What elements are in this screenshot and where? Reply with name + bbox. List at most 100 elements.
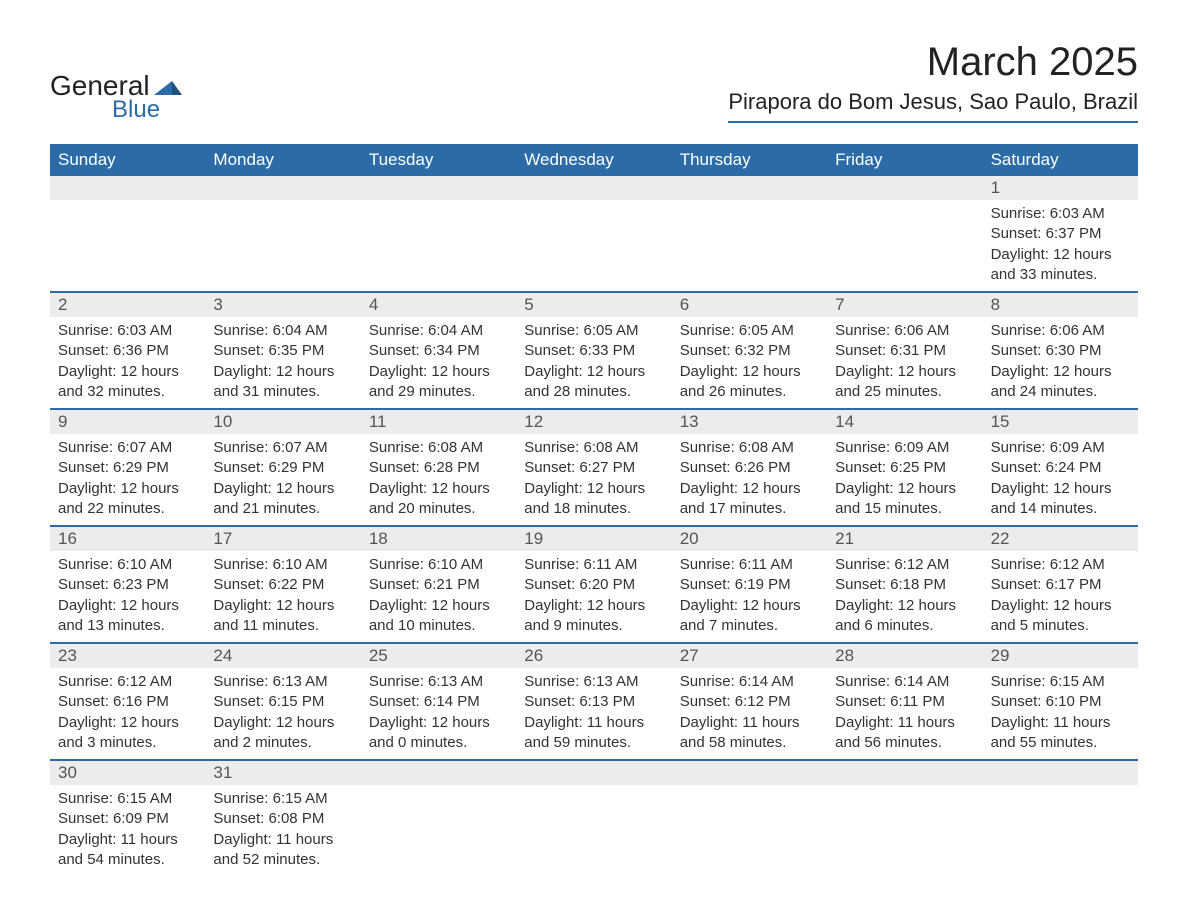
day-body: Sunrise: 6:15 AMSunset: 6:08 PMDaylight:… xyxy=(205,785,360,876)
day-number: 8 xyxy=(983,293,1138,317)
day-daylight2: and 31 minutes. xyxy=(213,382,352,402)
day-body xyxy=(516,200,671,272)
day-sunset: Sunset: 6:36 PM xyxy=(58,341,197,361)
day-cell xyxy=(827,176,982,291)
day-body: Sunrise: 6:11 AMSunset: 6:19 PMDaylight:… xyxy=(672,551,827,642)
day-sunrise: Sunrise: 6:08 AM xyxy=(369,438,508,458)
day-daylight2: and 28 minutes. xyxy=(524,382,663,402)
day-daylight1: Daylight: 11 hours xyxy=(58,830,197,850)
day-number: 7 xyxy=(827,293,982,317)
day-cell xyxy=(672,761,827,876)
day-sunset: Sunset: 6:29 PM xyxy=(58,458,197,478)
day-number: 1 xyxy=(983,176,1138,200)
day-number: 4 xyxy=(361,293,516,317)
day-body xyxy=(50,200,205,272)
day-cell: 27Sunrise: 6:14 AMSunset: 6:12 PMDayligh… xyxy=(672,644,827,759)
day-daylight1: Daylight: 12 hours xyxy=(680,479,819,499)
day-sunrise: Sunrise: 6:13 AM xyxy=(369,672,508,692)
day-body: Sunrise: 6:07 AMSunset: 6:29 PMDaylight:… xyxy=(50,434,205,525)
day-sunrise: Sunrise: 6:03 AM xyxy=(991,204,1130,224)
day-daylight2: and 58 minutes. xyxy=(680,733,819,753)
day-cell: 4 Sunrise: 6:04 AMSunset: 6:34 PMDaylight… xyxy=(361,293,516,408)
day-cell: 31Sunrise: 6:15 AMSunset: 6:08 PMDayligh… xyxy=(205,761,360,876)
day-body: Sunrise: 6:06 AMSunset: 6:31 PMDaylight:… xyxy=(827,317,982,408)
day-daylight2: and 54 minutes. xyxy=(58,850,197,870)
day-daylight1: Daylight: 12 hours xyxy=(213,596,352,616)
day-daylight1: Daylight: 12 hours xyxy=(835,596,974,616)
week-row: 9Sunrise: 6:07 AMSunset: 6:29 PMDaylight… xyxy=(50,410,1138,527)
day-cell: 3Sunrise: 6:04 AMSunset: 6:35 PMDaylight… xyxy=(205,293,360,408)
day-cell: 8Sunrise: 6:06 AMSunset: 6:30 PMDaylight… xyxy=(983,293,1138,408)
day-sunrise: Sunrise: 6:04 AM xyxy=(369,321,508,341)
day-sunset: Sunset: 6:26 PM xyxy=(680,458,819,478)
day-sunrise: Sunrise: 6:10 AM xyxy=(369,555,508,575)
day-sunset: Sunset: 6:35 PM xyxy=(213,341,352,361)
day-cell: 21Sunrise: 6:12 AMSunset: 6:18 PMDayligh… xyxy=(827,527,982,642)
day-body: Sunrise: 6:15 AMSunset: 6:09 PMDaylight:… xyxy=(50,785,205,876)
day-number xyxy=(983,761,1138,785)
day-sunset: Sunset: 6:11 PM xyxy=(835,692,974,712)
day-number: 22 xyxy=(983,527,1138,551)
day-daylight1: Daylight: 12 hours xyxy=(991,596,1130,616)
day-header-monday: Monday xyxy=(205,144,360,176)
day-daylight1: Daylight: 12 hours xyxy=(369,362,508,382)
day-body: Sunrise: 6:10 AMSunset: 6:21 PMDaylight:… xyxy=(361,551,516,642)
location-subtitle: Pirapora do Bom Jesus, Sao Paulo, Brazil xyxy=(728,89,1138,123)
day-number: 5 xyxy=(516,293,671,317)
title-block: March 2025 Pirapora do Bom Jesus, Sao Pa… xyxy=(728,40,1138,123)
day-number xyxy=(50,176,205,200)
day-body: Sunrise: 6:15 AMSunset: 6:10 PMDaylight:… xyxy=(983,668,1138,759)
day-daylight2: and 24 minutes. xyxy=(991,382,1130,402)
day-daylight1: Daylight: 12 hours xyxy=(680,362,819,382)
day-daylight1: Daylight: 12 hours xyxy=(58,362,197,382)
day-sunrise: Sunrise: 6:15 AM xyxy=(58,789,197,809)
day-daylight2: and 5 minutes. xyxy=(991,616,1130,636)
day-cell: 23Sunrise: 6:12 AMSunset: 6:16 PMDayligh… xyxy=(50,644,205,759)
day-body: Sunrise: 6:12 AMSunset: 6:17 PMDaylight:… xyxy=(983,551,1138,642)
day-body: Sunrise: 6:08 AMSunset: 6:27 PMDaylight:… xyxy=(516,434,671,525)
week-row: 23Sunrise: 6:12 AMSunset: 6:16 PMDayligh… xyxy=(50,644,1138,761)
day-header-tuesday: Tuesday xyxy=(361,144,516,176)
day-sunset: Sunset: 6:28 PM xyxy=(369,458,508,478)
day-daylight2: and 33 minutes. xyxy=(991,265,1130,285)
week-row: 16Sunrise: 6:10 AMSunset: 6:23 PMDayligh… xyxy=(50,527,1138,644)
day-header-wednesday: Wednesday xyxy=(516,144,671,176)
day-daylight2: and 11 minutes. xyxy=(213,616,352,636)
day-cell xyxy=(983,761,1138,876)
day-sunset: Sunset: 6:17 PM xyxy=(991,575,1130,595)
day-cell: 11Sunrise: 6:08 AMSunset: 6:28 PMDayligh… xyxy=(361,410,516,525)
day-body: Sunrise: 6:09 AMSunset: 6:24 PMDaylight:… xyxy=(983,434,1138,525)
day-sunrise: Sunrise: 6:06 AM xyxy=(991,321,1130,341)
day-sunset: Sunset: 6:31 PM xyxy=(835,341,974,361)
day-body xyxy=(827,785,982,857)
day-number: 26 xyxy=(516,644,671,668)
day-number: 28 xyxy=(827,644,982,668)
day-body: Sunrise: 6:14 AMSunset: 6:11 PMDaylight:… xyxy=(827,668,982,759)
day-sunrise: Sunrise: 6:10 AM xyxy=(213,555,352,575)
day-body: Sunrise: 6:13 AMSunset: 6:14 PMDaylight:… xyxy=(361,668,516,759)
day-sunrise: Sunrise: 6:08 AM xyxy=(680,438,819,458)
day-number: 14 xyxy=(827,410,982,434)
day-sunset: Sunset: 6:34 PM xyxy=(369,341,508,361)
day-number xyxy=(672,176,827,200)
day-sunrise: Sunrise: 6:15 AM xyxy=(991,672,1130,692)
week-row: 2Sunrise: 6:03 AMSunset: 6:36 PMDaylight… xyxy=(50,293,1138,410)
day-cell: 6Sunrise: 6:05 AMSunset: 6:32 PMDaylight… xyxy=(672,293,827,408)
day-daylight2: and 18 minutes. xyxy=(524,499,663,519)
day-sunrise: Sunrise: 6:15 AM xyxy=(213,789,352,809)
month-title: March 2025 xyxy=(728,40,1138,85)
day-sunrise: Sunrise: 6:10 AM xyxy=(58,555,197,575)
day-body: Sunrise: 6:08 AMSunset: 6:26 PMDaylight:… xyxy=(672,434,827,525)
day-daylight2: and 56 minutes. xyxy=(835,733,974,753)
day-number: 15 xyxy=(983,410,1138,434)
day-body: Sunrise: 6:11 AMSunset: 6:20 PMDaylight:… xyxy=(516,551,671,642)
day-cell: 17Sunrise: 6:10 AMSunset: 6:22 PMDayligh… xyxy=(205,527,360,642)
day-number: 17 xyxy=(205,527,360,551)
day-daylight2: and 9 minutes. xyxy=(524,616,663,636)
day-daylight2: and 7 minutes. xyxy=(680,616,819,636)
day-daylight1: Daylight: 12 hours xyxy=(213,713,352,733)
day-number: 24 xyxy=(205,644,360,668)
day-sunset: Sunset: 6:23 PM xyxy=(58,575,197,595)
day-body: Sunrise: 6:05 AMSunset: 6:32 PMDaylight:… xyxy=(672,317,827,408)
day-body: Sunrise: 6:07 AMSunset: 6:29 PMDaylight:… xyxy=(205,434,360,525)
